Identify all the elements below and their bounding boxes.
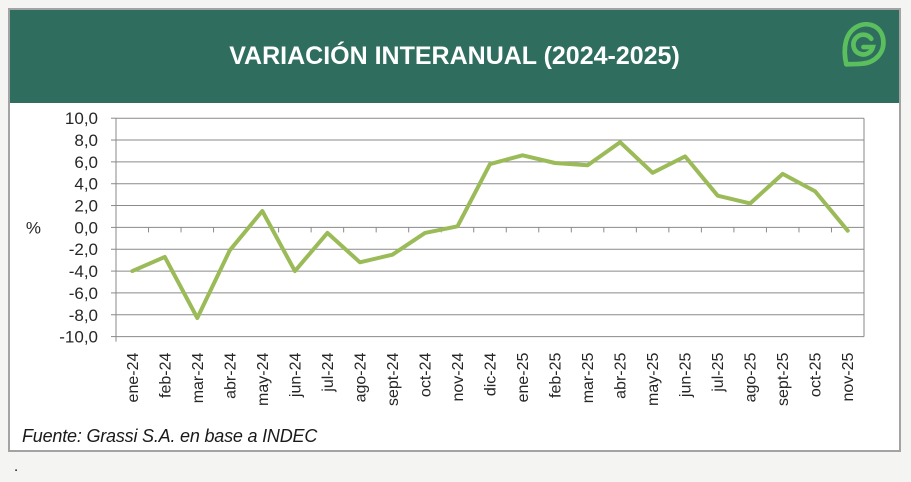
y-tick-label: -8,0 <box>69 306 98 325</box>
x-tick-label: nov-24 <box>450 352 467 401</box>
x-tick-label: mar-24 <box>190 353 207 404</box>
x-tick-label: nov-25 <box>840 352 857 401</box>
x-tick-label: ene-25 <box>515 353 532 403</box>
x-tick-label: sept-25 <box>775 353 792 406</box>
x-tick-label: feb-24 <box>157 353 174 398</box>
y-tick-label: 0,0 <box>74 218 98 237</box>
chart-svg: 10,0 8,0 6,0 4,0 2,0 0,0 -2,0 -4,0 -6,0 -8,0 -10,0… <box>26 109 865 406</box>
x-tick-label: may-25 <box>645 353 662 406</box>
data-line-series <box>130 140 850 320</box>
y-tick-label: 4,0 <box>74 175 98 194</box>
x-tick-label: jun-25 <box>678 353 695 399</box>
x-tick-label: may-24 <box>255 353 272 406</box>
source-note: Fuente: Grassi S.A. en base a INDEC <box>22 426 318 446</box>
leaf-g-spiral <box>851 32 876 57</box>
chart-card: VARIACIÓN INTERANUAL (2024-2025) 10,0 8,0… <box>8 8 901 452</box>
x-tick-label: abr-24 <box>222 352 239 398</box>
x-tick-label: jul-24 <box>320 353 337 393</box>
x-tick-label: ene-24 <box>125 353 142 403</box>
x-tick-label: dic-24 <box>483 352 500 396</box>
y-tick-label: -2,0 <box>69 240 98 259</box>
y-tick-label: -6,0 <box>69 284 98 303</box>
x-tick-label: jul-25 <box>710 353 727 393</box>
x-tick-label: mar-25 <box>580 353 597 404</box>
chart-header: VARIACIÓN INTERANUAL (2024-2025) <box>10 10 899 103</box>
x-tick-label: ago-25 <box>743 353 760 403</box>
grassi-leaf-logo-icon <box>842 21 886 67</box>
y-tick-label: -4,0 <box>69 262 98 281</box>
x-tick-label: feb-25 <box>548 353 565 398</box>
x-tick-label: oct-24 <box>417 352 434 397</box>
x-tick-label: jun-24 <box>287 353 304 399</box>
y-tick-label: 2,0 <box>74 197 98 216</box>
y-tick-label: 8,0 <box>74 131 98 150</box>
y-tick-label: 10,0 <box>65 109 98 128</box>
y-tick-label: 6,0 <box>74 153 98 172</box>
x-tick-label: oct-25 <box>808 352 825 397</box>
x-tick-label: ago-24 <box>352 353 369 403</box>
x-tick-label: sept-24 <box>385 353 402 406</box>
chart-title: VARIACIÓN INTERANUAL (2024-2025) <box>229 42 680 70</box>
leaf-outline <box>842 21 886 67</box>
x-tick-label: abr-25 <box>613 352 630 398</box>
stray-period: . <box>14 458 19 475</box>
y-axis-unit-label: % <box>26 218 41 237</box>
y-tick-label: -10,0 <box>59 328 98 347</box>
chart-card-inner: VARIACIÓN INTERANUAL (2024-2025) 10,0 8,0… <box>10 10 899 450</box>
